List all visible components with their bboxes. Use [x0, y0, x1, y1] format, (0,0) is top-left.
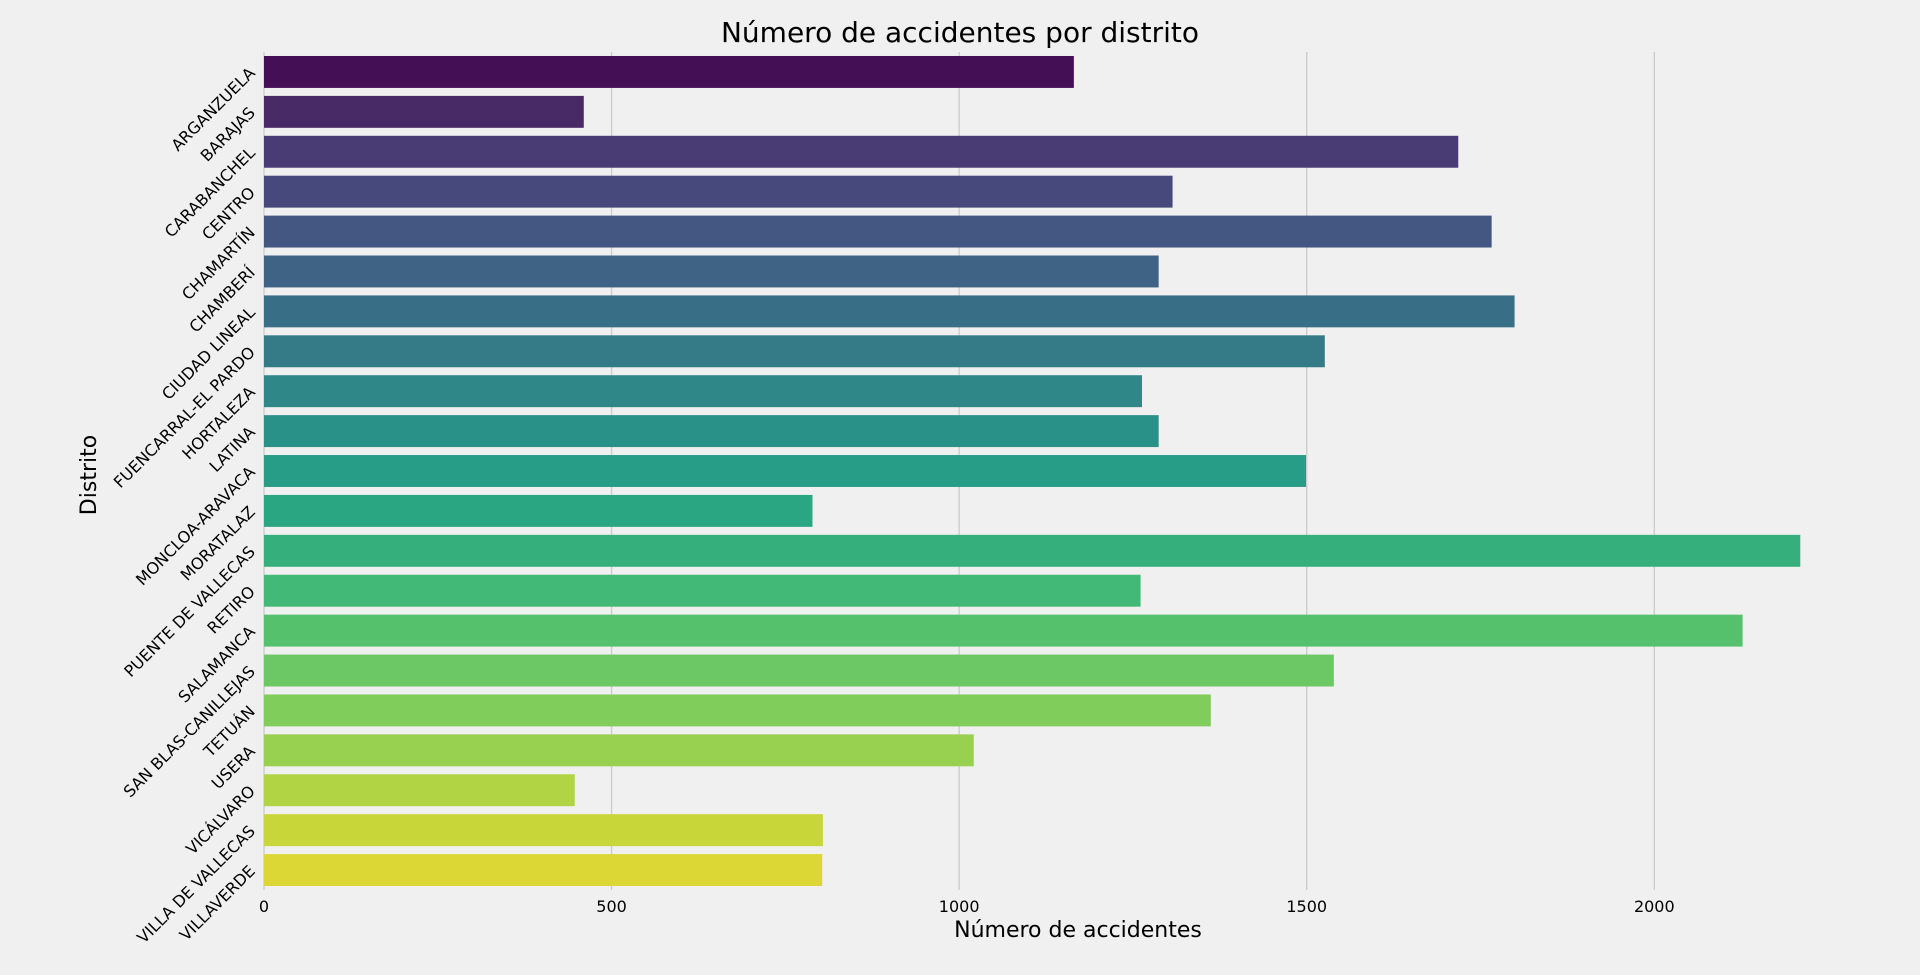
bar — [264, 774, 575, 807]
bar — [264, 95, 584, 128]
x-tick-label: 1000 — [939, 897, 980, 916]
bar — [264, 614, 1743, 647]
y-axis-label: Distrito — [77, 435, 102, 515]
bars — [264, 55, 1801, 887]
category-labels: ARGANZUELABARAJASCARABANCHELCENTROCHAMAR… — [110, 63, 259, 947]
bar — [264, 654, 1334, 687]
bar — [264, 854, 823, 887]
x-tick-label: 2000 — [1634, 897, 1675, 916]
bar — [264, 494, 813, 527]
bar — [264, 694, 1211, 727]
chart-title: Número de accidentes por distrito — [721, 16, 1199, 49]
bar — [264, 255, 1159, 288]
bar — [264, 415, 1159, 448]
bar — [264, 534, 1801, 567]
bar — [264, 55, 1074, 88]
x-tick-label: 1500 — [1286, 897, 1327, 916]
bar — [264, 455, 1307, 487]
bar — [264, 335, 1325, 368]
x-tick-label: 500 — [596, 897, 627, 916]
x-tick-labels: 0 500 1000 1500 2000 — [259, 897, 1675, 916]
bar — [264, 135, 1459, 168]
bar — [264, 814, 823, 847]
bar — [264, 295, 1515, 328]
bar — [264, 175, 1173, 208]
bar — [264, 215, 1492, 248]
x-axis-label: Número de accidentes — [954, 918, 1202, 943]
x-tick-label: 0 — [259, 897, 269, 916]
bar — [264, 574, 1141, 607]
bar — [264, 734, 974, 767]
bar — [264, 375, 1142, 408]
